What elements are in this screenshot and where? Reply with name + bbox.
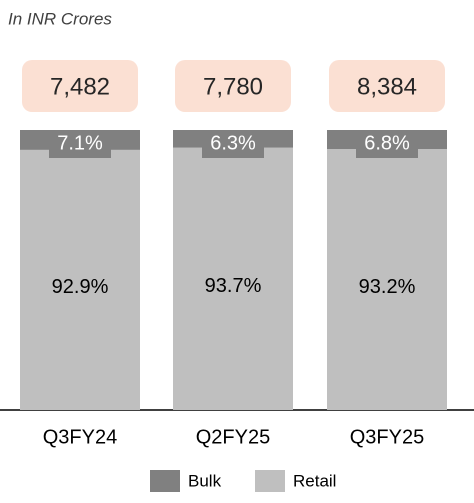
legend-label: Retail (293, 471, 336, 490)
data-label: 7.1% (57, 132, 103, 154)
data-label: 6.3% (210, 132, 256, 154)
x-tick-label: Q3FY25 (350, 426, 424, 448)
subtitle: In INR Crores (8, 9, 112, 28)
data-label: 92.9% (52, 276, 109, 298)
label-box (49, 130, 111, 158)
total-label: 8,384 (357, 73, 417, 100)
data-label: 93.7% (205, 275, 262, 297)
legend-swatch (255, 470, 285, 492)
label-box (202, 130, 264, 158)
legend-label: Bulk (188, 471, 222, 490)
bar-segment (20, 149, 140, 410)
x-tick-label: Q2FY25 (196, 426, 270, 448)
total-box (175, 60, 291, 112)
legend-swatch (150, 470, 180, 492)
label-box (356, 130, 418, 158)
total-label: 7,482 (50, 73, 110, 100)
bar-segment (327, 149, 447, 411)
data-label: 6.8% (364, 132, 410, 154)
total-box (22, 60, 138, 112)
x-tick-label: Q3FY24 (43, 426, 117, 448)
data-label: 93.2% (359, 276, 416, 298)
total-label: 7,780 (203, 73, 263, 100)
total-box (329, 60, 445, 112)
bar-segment (173, 147, 293, 410)
